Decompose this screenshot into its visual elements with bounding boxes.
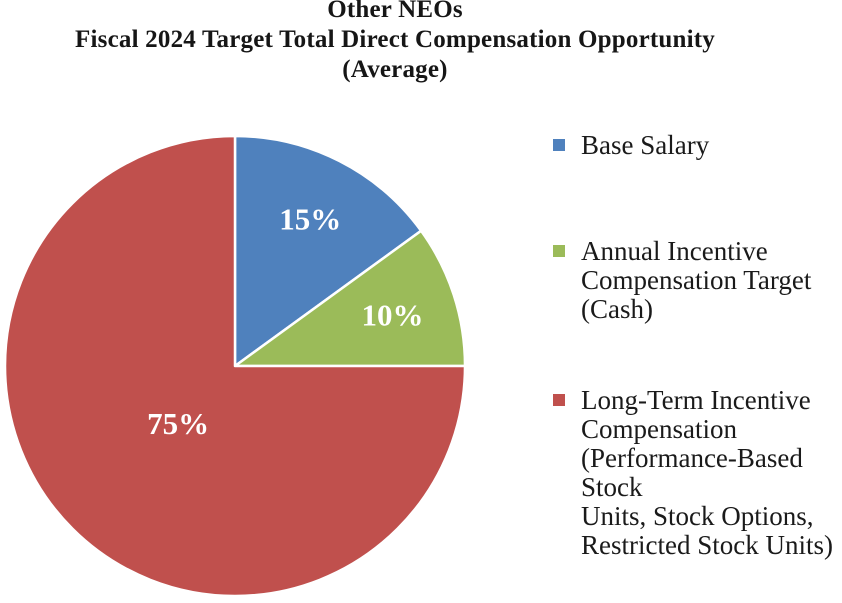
- legend-swatch-icon: [553, 139, 565, 151]
- pie-slice-label-annual-incentive: 10%: [362, 298, 424, 333]
- pie-slice-base-salary: [233, 134, 423, 368]
- chart-title: Other NEOs Fiscal 2024 Target Total Dire…: [0, 0, 790, 85]
- pie-slice-label-base-salary: 15%: [279, 201, 341, 236]
- pie-slice-annual-incentive: [233, 229, 467, 368]
- legend-swatch-icon: [553, 245, 565, 257]
- pie-chart-area: 15% 10% 75%: [0, 131, 470, 601]
- legend-item-base-salary: Base Salary: [553, 131, 709, 160]
- pie-slice-label-long-term-incentive: 75%: [147, 406, 209, 441]
- legend-item-annual-incentive: Annual Incentive Compensation Target (Ca…: [553, 237, 811, 324]
- chart-title-line1: Other NEOs: [327, 0, 463, 23]
- chart-title-line3: (Average): [342, 56, 448, 83]
- legend-label: Annual Incentive Compensation Target (Ca…: [581, 236, 812, 324]
- pie-slice-long-term-incentive: [3, 134, 467, 598]
- chart-title-line2: Fiscal 2024 Target Total Direct Compensa…: [75, 26, 715, 53]
- legend-swatch-icon: [553, 394, 565, 406]
- legend-label: Long-Term Incentive Compensation (Perfor…: [581, 385, 833, 560]
- pie-chart: 15% 10% 75%: [3, 134, 467, 598]
- legend-label: Base Salary: [581, 130, 710, 160]
- legend-item-long-term-incentive: Long-Term Incentive Compensation (Perfor…: [553, 386, 842, 560]
